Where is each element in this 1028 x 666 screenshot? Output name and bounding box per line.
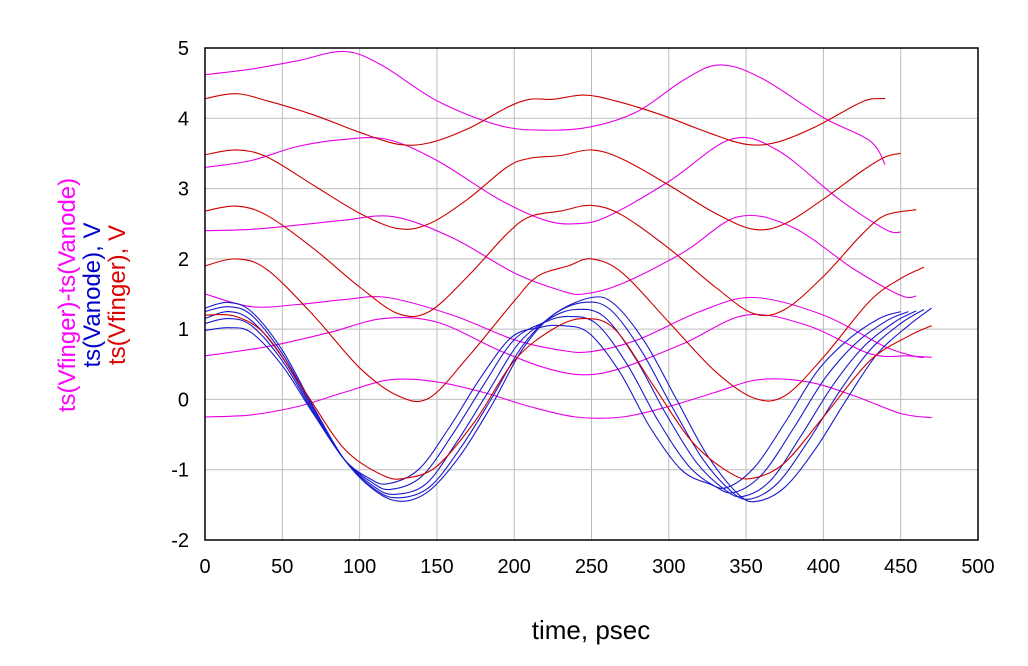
difference-series-line xyxy=(204,214,917,299)
x-tick-label: 400 xyxy=(807,556,840,578)
y-tick-label: 2 xyxy=(178,249,189,271)
vanode-series-line xyxy=(204,308,917,498)
difference-series-line xyxy=(204,50,886,165)
y-axis-title-line: ts(Vanode), V xyxy=(79,223,106,368)
vfinger-series-line xyxy=(204,258,925,403)
x-tick-label: 500 xyxy=(961,556,994,578)
vanode-series-line xyxy=(204,311,909,494)
vfinger-series-line xyxy=(204,93,886,146)
y-tick-label: 3 xyxy=(178,179,189,201)
x-tick-label: 350 xyxy=(729,556,762,578)
vfinger-series-line xyxy=(204,149,901,231)
x-tick-label: 50 xyxy=(271,556,293,578)
x-axis-ticks: 0 50 100 150 200 250 300 350 400 450 500 xyxy=(199,556,994,578)
difference-series-line xyxy=(204,313,932,376)
y-tick-label: 4 xyxy=(178,108,189,130)
difference-series-line xyxy=(204,293,924,359)
y-tick-label: 5 xyxy=(178,38,189,60)
y-axis-ticks: -2 -1 0 1 2 3 4 5 xyxy=(171,38,189,552)
difference-series-line xyxy=(204,378,932,419)
vfinger-series-line xyxy=(204,314,932,480)
x-tick-label: 0 xyxy=(199,556,210,578)
vfinger-series-line xyxy=(204,204,917,318)
vanode-series-line xyxy=(204,301,925,501)
x-tick-label: 450 xyxy=(884,556,917,578)
difference-series-line xyxy=(204,136,901,234)
y-tick-label: 1 xyxy=(178,319,189,341)
y-axis-title-line: ts(Vfinger)-ts(Vanode) xyxy=(54,178,81,412)
series-layer xyxy=(204,50,932,503)
y-axis-title-line: ts(Vfinger), V xyxy=(104,225,131,365)
x-tick-label: 100 xyxy=(343,556,376,578)
vanode-series-line xyxy=(204,311,901,489)
x-tick-label: 250 xyxy=(575,556,608,578)
grid xyxy=(204,47,979,541)
y-tick-label: -2 xyxy=(171,530,189,552)
x-tick-label: 200 xyxy=(498,556,531,578)
y-axis-titles: ts(Vfinger)-ts(Vanode)ts(Vanode), Vts(Vf… xyxy=(54,178,131,412)
x-tick-label: 300 xyxy=(652,556,685,578)
y-tick-label: 0 xyxy=(178,389,189,411)
plot-frame xyxy=(204,47,979,541)
vanode-series-line xyxy=(204,296,932,503)
x-tick-label: 150 xyxy=(420,556,453,578)
x-axis-title: time, psec xyxy=(532,615,651,645)
y-tick-label: -1 xyxy=(171,460,189,482)
